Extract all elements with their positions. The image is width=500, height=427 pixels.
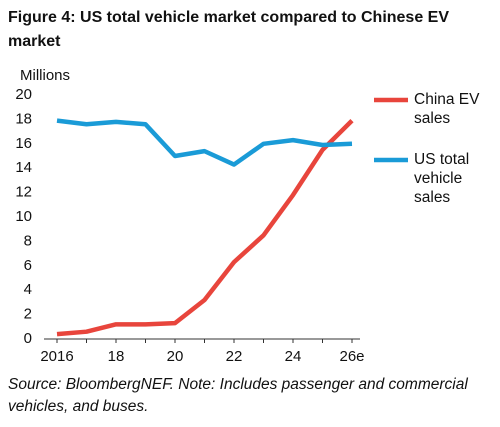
y-axis-label: Millions: [20, 67, 70, 84]
y-tick-label: 4: [24, 281, 32, 298]
y-tick-label: 14: [15, 159, 32, 176]
chart-title: Figure 4: US total vehicle market compar…: [8, 9, 450, 50]
y-tick-label: 0: [24, 330, 32, 347]
legend-label: US total vehicle sales: [414, 151, 470, 206]
legend-label: China EV sales: [414, 91, 480, 127]
x-tick-label: 20: [167, 348, 184, 365]
y-tick-label: 6: [24, 257, 32, 274]
y-tick-label: 18: [15, 110, 32, 127]
y-tick-label: 10: [15, 208, 32, 225]
y-tick-label: 16: [15, 135, 32, 152]
x-tick-label: 18: [108, 348, 125, 365]
source-note: Source: BloombergNEF. Note: Includes pas…: [8, 376, 468, 415]
x-tick-label: 22: [226, 348, 243, 365]
series-line: [56, 118, 353, 167]
y-tick-label: 2: [24, 306, 32, 323]
x-tick-label: 2016: [40, 348, 73, 365]
y-tick-label: 20: [15, 86, 32, 103]
x-tick-label: 24: [285, 348, 302, 365]
x-tick-label: 26e: [339, 348, 364, 365]
y-tick-label: 12: [15, 184, 32, 201]
series-line: [56, 119, 354, 337]
y-tick-label: 8: [24, 232, 32, 249]
